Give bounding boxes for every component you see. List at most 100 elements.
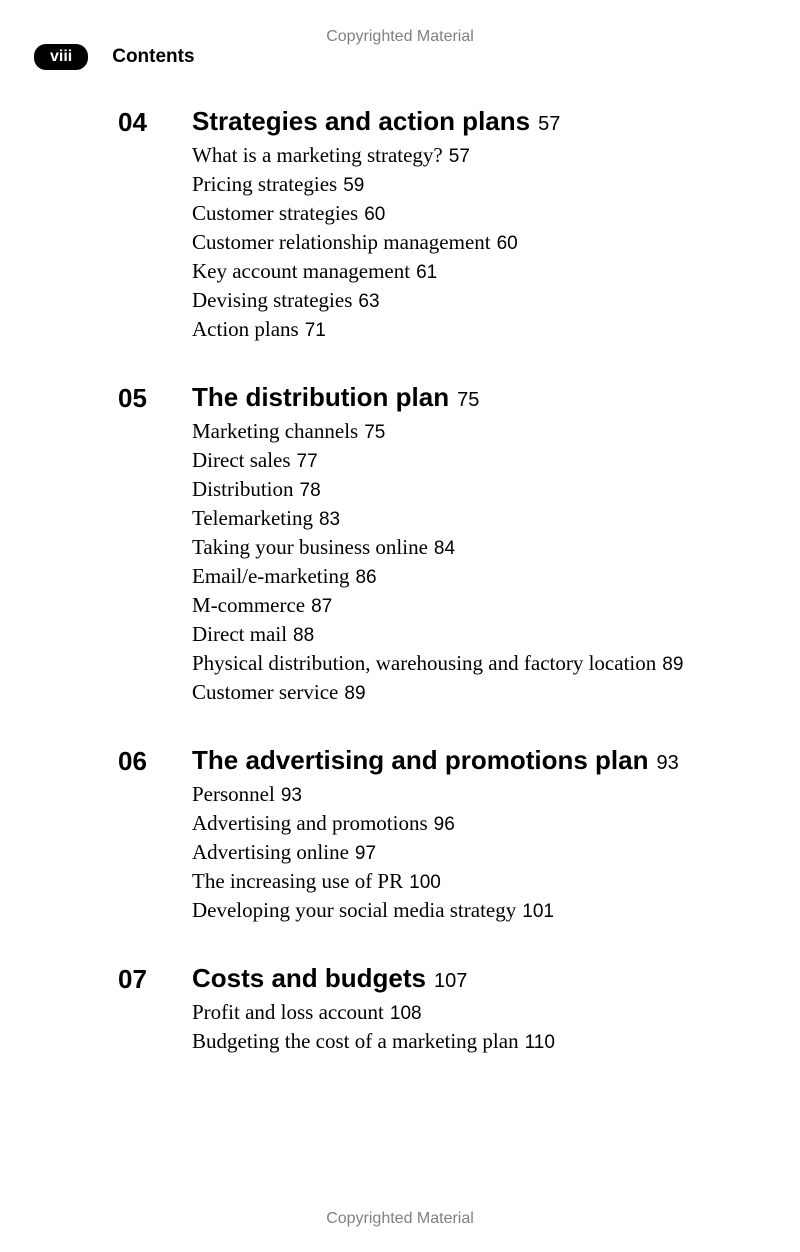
entry-text: Physical distribution, warehousing and f… [192,651,656,675]
chapter-title-line: Strategies and action plans 57 [192,106,738,137]
entry-page: 108 [390,1003,422,1024]
entry-text: What is a marketing strategy? [192,143,443,167]
table-of-contents: 04Strategies and action plans57What is a… [118,106,738,1094]
chapter-page: 107 [434,970,467,992]
entry-text: Key account management [192,259,410,283]
toc-entry: Distribution78 [216,475,738,504]
entry-page: 86 [355,567,376,588]
chapter-number: 07 [118,963,192,1056]
toc-entry: Customer service89 [216,678,738,707]
toc-entry: Action plans71 [216,315,738,344]
entry-text: Budgeting the cost of a marketing plan [192,1029,519,1053]
chapter-title-line: Costs and budgets 107 [192,963,738,994]
entry-text: M-commerce [192,593,305,617]
chapter-page: 57 [538,113,560,135]
chapter-title: The advertising and promotions plan [192,745,649,775]
toc-entry: What is a marketing strategy?57 [216,141,738,170]
entry-text: Direct mail [192,622,287,646]
chapter-section: 07Costs and budgets 107 Profit and loss ac… [118,963,738,1056]
chapter-title: Strategies and action plans [192,106,530,136]
entry-page: 84 [434,538,455,559]
chapter-page: 93 [657,752,679,774]
entry-text: Marketing channels [192,419,358,443]
entry-page: 97 [355,843,376,864]
chapter-title-line: The distribution plan 75 [192,382,738,413]
entry-page: 83 [319,509,340,530]
entry-page: 87 [311,596,332,617]
chapter-entries: Marketing channels75Direct sales77Distri… [192,417,738,707]
entry-text: Action plans [192,317,299,341]
entry-text: The increasing use of PR [192,869,403,893]
toc-entry: Devising strategies63 [216,286,738,315]
entry-page: 96 [434,814,455,835]
entry-text: Developing your social media strategy [192,898,516,922]
entry-page: 101 [522,901,554,922]
entry-text: Devising strategies [192,288,352,312]
chapter-page: 75 [457,389,479,411]
entry-page: 88 [293,625,314,646]
contents-heading: Contents [112,46,194,68]
toc-entry: Personnel93 [216,780,738,809]
chapter-body: Strategies and action plans57What is a m… [192,106,738,344]
toc-entry: Taking your business online84 [216,533,738,562]
chapter-entries: What is a marketing strategy?57Pricing s… [192,141,738,344]
chapter-number: 04 [118,106,192,344]
toc-entry: Customer strategies60 [216,199,738,228]
page-number-badge: viii [34,44,88,70]
entry-page: 71 [305,320,326,341]
page-header: viii Contents [34,44,195,70]
entry-text: Pricing strategies [192,172,337,196]
chapter-section: 04Strategies and action plans57What is a… [118,106,738,344]
entry-text: Email/e-marketing [192,564,349,588]
toc-entry: Email/e-marketing86 [216,562,738,591]
chapter-body: Costs and budgets 107 Profit and loss acco… [192,963,738,1056]
chapter-title: Costs and budgets [192,963,426,993]
chapter-number: 05 [118,382,192,707]
toc-entry: Developing your social media strategy101 [216,896,738,925]
entry-page: 110 [525,1032,555,1053]
toc-entry: The increasing use of PR100 [216,867,738,896]
toc-entry: Budgeting the cost of a marketing plan11… [216,1027,738,1056]
chapter-section: 06The advertising and promotions plan93P… [118,745,738,925]
entry-text: Profit and loss account [192,1000,384,1024]
entry-text: Personnel [192,782,275,806]
toc-entry: Key account management61 [216,257,738,286]
entry-text: Direct sales [192,448,291,472]
entry-page: 57 [449,146,470,167]
toc-entry: M-commerce87 [216,591,738,620]
chapter-section: 05The distribution plan 75 Marketing chann… [118,382,738,707]
entry-page: 100 [409,872,441,893]
entry-page: 60 [497,233,518,254]
entry-page: 60 [364,204,385,225]
entry-page: 89 [662,654,683,675]
entry-text: Taking your business online [192,535,428,559]
chapter-body: The advertising and promotions plan93Per… [192,745,738,925]
entry-text: Customer service [192,680,338,704]
chapter-entries: Profit and loss account 108 Budgeting the … [192,998,738,1056]
chapter-title-line: The advertising and promotions plan 93 [192,745,738,776]
copyright-notice-bottom: Copyrighted Material [0,1210,800,1228]
entry-text: Customer strategies [192,201,358,225]
toc-entry: Advertising and promotions96 [216,809,738,838]
entry-page: 77 [297,451,318,472]
entry-page: 89 [344,683,365,704]
entry-page: 61 [416,262,437,283]
entry-text: Customer relationship management [192,230,491,254]
entry-page: 93 [281,785,302,806]
toc-entry: Customer relationship management60 [216,228,738,257]
chapter-entries: Personnel93Advertising and promotions96A… [192,780,738,925]
entry-page: 75 [364,422,385,443]
chapter-body: The distribution plan 75 Marketing channel… [192,382,738,707]
toc-entry: Telemarketing83 [216,504,738,533]
entry-text: Distribution [192,477,294,501]
toc-entry: Direct mail88 [216,620,738,649]
toc-entry: Advertising online97 [216,838,738,867]
toc-entry: Pricing strategies59 [216,170,738,199]
chapter-number: 06 [118,745,192,925]
entry-text: Advertising online [192,840,349,864]
chapter-title: The distribution plan [192,382,449,412]
toc-entry: Physical distribution, warehousing and f… [216,649,738,678]
entry-page: 63 [358,291,379,312]
entry-text: Telemarketing [192,506,313,530]
toc-entry: Direct sales77 [216,446,738,475]
